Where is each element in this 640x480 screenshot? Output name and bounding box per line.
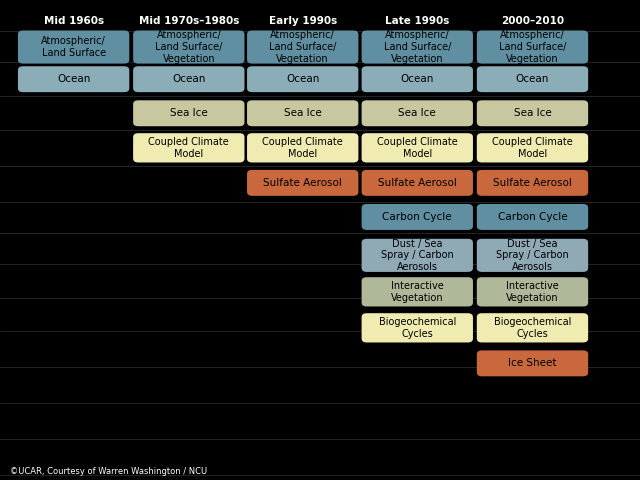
Text: 2000–2010: 2000–2010 [501, 16, 564, 26]
FancyBboxPatch shape [362, 133, 473, 162]
Text: Coupled Climate
Model: Coupled Climate Model [377, 137, 458, 159]
FancyBboxPatch shape [477, 350, 588, 376]
Text: Carbon Cycle: Carbon Cycle [383, 212, 452, 222]
Text: Sea Ice: Sea Ice [170, 108, 207, 118]
Text: Dust / Sea
Spray / Carbon
Aerosols: Dust / Sea Spray / Carbon Aerosols [496, 239, 569, 272]
Text: Ocean: Ocean [401, 74, 434, 84]
Text: Interactive
Vegetation: Interactive Vegetation [506, 281, 559, 303]
Text: Coupled Climate
Model: Coupled Climate Model [262, 137, 343, 159]
Text: Atmospheric/
Land Surface/
Vegetation: Atmospheric/ Land Surface/ Vegetation [155, 30, 223, 64]
FancyBboxPatch shape [133, 30, 244, 63]
Text: Atmospheric/
Land Surface/
Vegetation: Atmospheric/ Land Surface/ Vegetation [499, 30, 566, 64]
FancyBboxPatch shape [133, 133, 244, 162]
FancyBboxPatch shape [18, 66, 129, 92]
FancyBboxPatch shape [18, 30, 129, 63]
Text: Atmospheric/
Land Surface: Atmospheric/ Land Surface [41, 36, 106, 58]
Text: Sulfate Aerosol: Sulfate Aerosol [378, 178, 457, 188]
Text: Biogeochemical
Cycles: Biogeochemical Cycles [379, 317, 456, 339]
Text: Sea Ice: Sea Ice [399, 108, 436, 118]
Text: Atmospheric/
Land Surface/
Vegetation: Atmospheric/ Land Surface/ Vegetation [383, 30, 451, 64]
FancyBboxPatch shape [362, 239, 473, 272]
FancyBboxPatch shape [362, 204, 473, 230]
Text: Early 1990s: Early 1990s [269, 16, 337, 26]
FancyBboxPatch shape [477, 170, 588, 196]
Text: Mid 1960s: Mid 1960s [44, 16, 104, 26]
FancyBboxPatch shape [477, 133, 588, 162]
FancyBboxPatch shape [362, 277, 473, 307]
FancyBboxPatch shape [247, 133, 358, 162]
FancyBboxPatch shape [362, 100, 473, 126]
FancyBboxPatch shape [477, 277, 588, 307]
Text: Ocean: Ocean [172, 74, 205, 84]
FancyBboxPatch shape [133, 100, 244, 126]
Text: Late 1990s: Late 1990s [385, 16, 449, 26]
FancyBboxPatch shape [362, 170, 473, 196]
Text: Ocean: Ocean [57, 74, 90, 84]
Text: Sulfate Aerosol: Sulfate Aerosol [263, 178, 342, 188]
Text: Biogeochemical
Cycles: Biogeochemical Cycles [494, 317, 571, 339]
Text: Mid 1970s–1980s: Mid 1970s–1980s [139, 16, 239, 26]
FancyBboxPatch shape [477, 100, 588, 126]
Text: Interactive
Vegetation: Interactive Vegetation [391, 281, 444, 303]
FancyBboxPatch shape [477, 30, 588, 63]
FancyBboxPatch shape [477, 66, 588, 92]
FancyBboxPatch shape [477, 313, 588, 343]
Text: Ocean: Ocean [286, 74, 319, 84]
FancyBboxPatch shape [477, 204, 588, 230]
Text: Atmospheric/
Land Surface/
Vegetation: Atmospheric/ Land Surface/ Vegetation [269, 30, 337, 64]
FancyBboxPatch shape [247, 100, 358, 126]
Text: Coupled Climate
Model: Coupled Climate Model [148, 137, 229, 159]
Text: Carbon Cycle: Carbon Cycle [498, 212, 567, 222]
FancyBboxPatch shape [247, 170, 358, 196]
Text: Ice Sheet: Ice Sheet [508, 359, 557, 368]
Text: Dust / Sea
Spray / Carbon
Aerosols: Dust / Sea Spray / Carbon Aerosols [381, 239, 454, 272]
Text: ©UCAR, Courtesy of Warren Washington / NCU: ©UCAR, Courtesy of Warren Washington / N… [10, 467, 207, 476]
Text: Sulfate Aerosol: Sulfate Aerosol [493, 178, 572, 188]
Text: Sea Ice: Sea Ice [284, 108, 321, 118]
Text: Coupled Climate
Model: Coupled Climate Model [492, 137, 573, 159]
Text: Ocean: Ocean [516, 74, 549, 84]
FancyBboxPatch shape [133, 66, 244, 92]
FancyBboxPatch shape [477, 239, 588, 272]
FancyBboxPatch shape [362, 313, 473, 343]
FancyBboxPatch shape [247, 30, 358, 63]
FancyBboxPatch shape [247, 66, 358, 92]
FancyBboxPatch shape [362, 66, 473, 92]
FancyBboxPatch shape [362, 30, 473, 63]
Text: Sea Ice: Sea Ice [514, 108, 551, 118]
